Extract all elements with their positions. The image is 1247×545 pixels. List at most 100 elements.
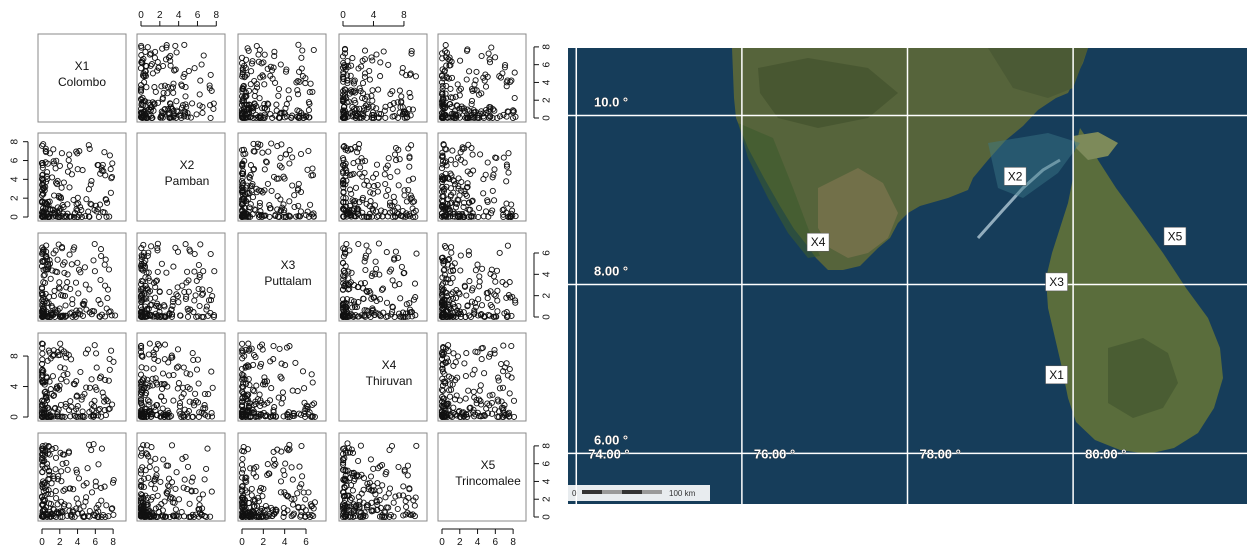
tick-label-X3: 6: [303, 537, 309, 545]
scatter-point: [95, 162, 102, 169]
scatter-point: [491, 197, 498, 204]
station-label: X5: [1168, 229, 1183, 243]
scatter-point: [98, 484, 105, 491]
scatter-point: [342, 199, 349, 206]
scatter-point: [57, 340, 64, 347]
tick-label-X4: 0: [10, 414, 21, 420]
scatter-point: [345, 268, 352, 275]
variable-id-X2: X2: [180, 158, 195, 172]
scatter-point: [283, 213, 290, 221]
scatter-point: [172, 66, 179, 73]
scatter-point: [298, 54, 305, 61]
scatter-point: [484, 400, 491, 407]
scatter-point: [376, 296, 384, 303]
scatter-point: [194, 356, 201, 363]
scatter-point: [258, 341, 266, 348]
scatter-point: [340, 88, 347, 95]
scatter-point: [187, 306, 194, 313]
scatter-point: [390, 193, 397, 200]
scatter-point: [267, 205, 274, 212]
scatter-point: [456, 210, 463, 217]
scatter-point: [138, 312, 145, 319]
scatter-point: [278, 164, 285, 171]
panel-X4-X4: [338, 332, 428, 422]
scatter-point: [42, 448, 49, 455]
scatter-point: [504, 242, 511, 249]
scatter-point: [342, 510, 349, 517]
scatter-point: [63, 213, 70, 221]
scatter-point: [88, 489, 96, 496]
scatter-point: [187, 248, 194, 255]
scatter-point: [448, 291, 455, 298]
scatter-point: [445, 213, 452, 220]
scatter-point: [40, 308, 47, 315]
scatter-point: [39, 501, 47, 508]
scatter-point: [88, 201, 95, 208]
scatter-point: [487, 350, 494, 357]
scatter-point: [155, 342, 163, 349]
scatter-point: [148, 481, 155, 488]
scatter-point: [190, 399, 197, 406]
scatter-point: [163, 269, 170, 276]
scatter-point: [478, 356, 485, 363]
scatter-point: [346, 90, 354, 97]
scatter-point: [39, 187, 46, 194]
points-X2-X3: [238, 140, 317, 221]
scatter-point: [248, 60, 255, 67]
scatter-point: [501, 64, 508, 71]
scatter-point: [341, 477, 348, 484]
scatter-point: [102, 376, 109, 384]
scatter-point: [42, 253, 49, 260]
scatter-point: [55, 210, 62, 217]
scatter-point: [242, 197, 250, 205]
scatter-point: [412, 312, 419, 319]
scatter-point: [263, 159, 270, 166]
scatter-point: [351, 303, 359, 311]
scatter-point: [298, 65, 305, 72]
scatter-point: [240, 85, 247, 92]
tick-label-X2: 6: [10, 157, 21, 163]
scatter-point: [141, 412, 148, 420]
scatter-point: [305, 147, 312, 155]
scatter-point: [491, 291, 498, 298]
scatter-point: [254, 143, 261, 151]
scatter-point: [238, 483, 246, 490]
scatter-point: [388, 311, 395, 318]
scatter-point: [106, 213, 113, 220]
scatter-point: [505, 292, 512, 299]
scatter-point: [199, 491, 206, 498]
scatter-point: [247, 183, 254, 190]
scatter-point: [358, 114, 365, 121]
scatter-point: [440, 378, 447, 385]
scatter-point: [512, 299, 519, 306]
scatter-point: [368, 54, 375, 61]
scatter-point: [449, 289, 457, 296]
scatter-point: [59, 292, 67, 299]
scatter-point: [294, 107, 301, 114]
tick-label-X2: 0: [138, 10, 144, 21]
scatter-point: [262, 104, 269, 111]
scatter-point: [406, 485, 413, 492]
scatter-point: [238, 499, 246, 506]
scatter-point: [91, 342, 98, 349]
scatter-point: [39, 481, 46, 488]
scatter-point: [177, 112, 184, 119]
scatter-point: [290, 501, 297, 508]
scatter-point: [360, 512, 367, 519]
scatter-point: [90, 441, 97, 448]
scatter-point: [251, 100, 258, 107]
scatter-point: [150, 352, 157, 359]
scatter-point: [348, 88, 355, 95]
scatter-point: [280, 513, 287, 520]
scatter-point: [51, 211, 59, 218]
scatter-point: [190, 356, 197, 364]
scatter-point: [244, 489, 251, 496]
scatter-point: [367, 473, 375, 480]
scatter-point: [286, 441, 293, 448]
scatter-point: [190, 513, 197, 521]
scatter-point: [75, 510, 82, 517]
scatter-point: [394, 99, 401, 106]
longitude-label: 78.00 °: [920, 446, 961, 461]
scatter-point: [347, 72, 354, 79]
scatter-point: [270, 413, 277, 420]
